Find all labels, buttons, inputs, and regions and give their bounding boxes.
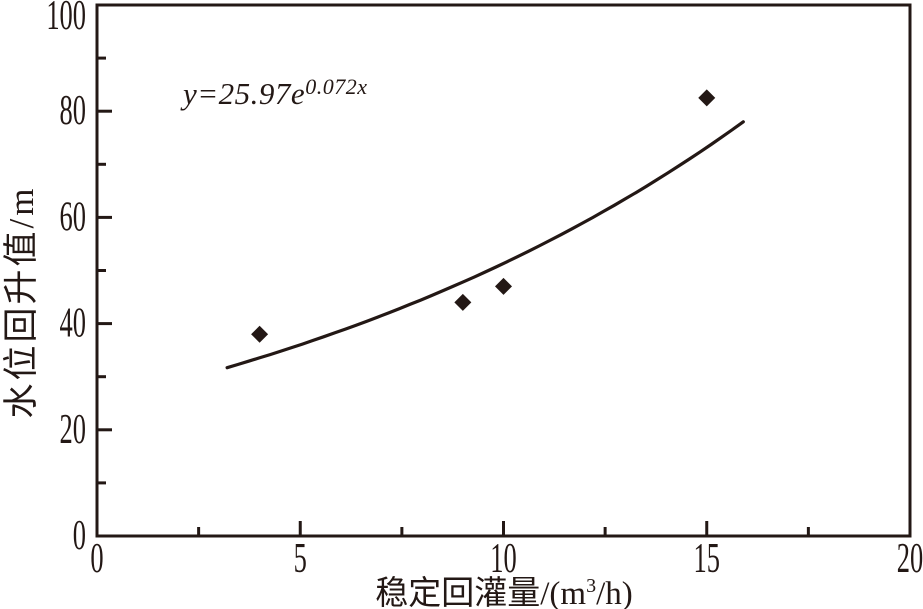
- data-point-diamond: [454, 293, 472, 311]
- x-tick-label: 0: [90, 535, 103, 582]
- y-axis-title: 水位回升值/m: [2, 185, 41, 419]
- fit-equation-label: y=25.97e0.072x: [183, 76, 367, 112]
- data-point-diamond: [495, 277, 512, 295]
- x-axis-title: 稳定回灌量/(m3/h): [348, 566, 660, 609]
- trend-curve: [225, 120, 745, 370]
- x-axis-title-text: 稳定回灌量/(m: [375, 576, 587, 609]
- equation-exponent: 0.072x: [305, 74, 368, 99]
- data-point-diamond: [698, 89, 716, 107]
- y-tick-label: 40: [60, 300, 86, 347]
- x-tick-label: 20: [897, 535, 923, 582]
- plot-frame: [95, 3, 912, 538]
- x-axis-title-unit: /h): [596, 576, 633, 609]
- y-tick-label: 60: [60, 193, 86, 240]
- x-tick-label: 15: [694, 535, 720, 582]
- equation-base: y=25.97e: [183, 76, 306, 111]
- y-tick-label: 0: [73, 512, 86, 559]
- data-point-diamond: [251, 325, 269, 343]
- y-tick-label: 100: [46, 0, 86, 39]
- x-tick-label: 10: [490, 535, 516, 582]
- x-axis-title-superscript: 3: [586, 575, 597, 597]
- y-tick-label: 20: [60, 406, 86, 453]
- x-tick-label: 5: [294, 535, 307, 582]
- y-tick-label: 80: [60, 87, 86, 134]
